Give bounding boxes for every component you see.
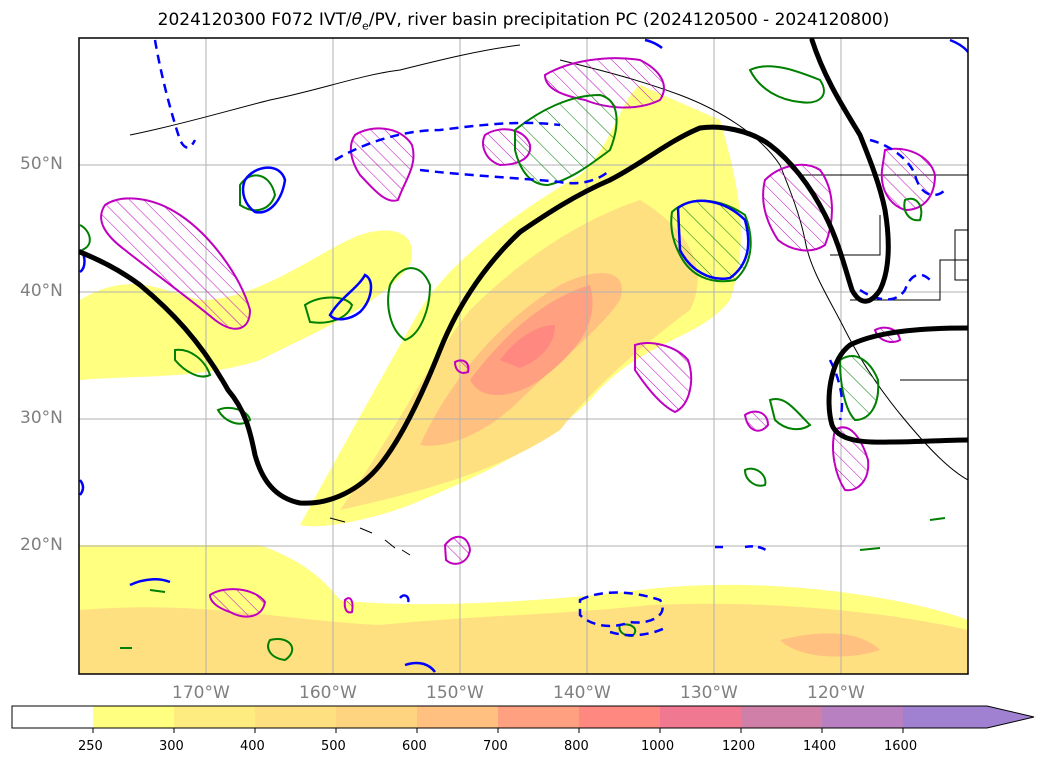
colorbar-tick: 1000 [641, 739, 675, 754]
lon-label-140w: 140°W [553, 683, 611, 703]
lat-label-30n: 30°N [20, 408, 63, 428]
colorbar-tick: 800 [564, 739, 589, 754]
colorbar-tick: 700 [483, 739, 508, 754]
lat-label-20n: 20°N [20, 535, 63, 555]
colorbar-tick: 500 [321, 739, 346, 754]
colorbar-tick: 1400 [803, 739, 837, 754]
colorbar-tick: 250 [78, 739, 103, 754]
colorbar [11, 705, 1035, 733]
colorbar-tick: 1600 [884, 739, 918, 754]
lon-label-150w: 150°W [426, 683, 484, 703]
lat-label-50n: 50°N [20, 154, 63, 174]
colorbar-tick: 600 [402, 739, 427, 754]
chart-title: 2024120300 F072 IVT/θe/PV, river basin p… [157, 10, 890, 33]
lon-label-170w: 170°W [172, 683, 230, 703]
jet-stream-lines [79, 38, 968, 506]
lat-label-40n: 40°N [20, 281, 63, 301]
lon-label-160w: 160°W [299, 683, 357, 703]
precip-pc-contours [100, 57, 937, 618]
colorbar-tick: 400 [240, 739, 265, 754]
theta-e-contours [79, 65, 946, 662]
lon-label-120w: 120°W [807, 683, 865, 703]
lon-label-130w: 130°W [680, 683, 738, 703]
map-frame [78, 37, 969, 675]
colorbar-tick: 300 [159, 739, 184, 754]
colorbar-tick: 1200 [722, 739, 756, 754]
pv-contours [79, 38, 968, 673]
